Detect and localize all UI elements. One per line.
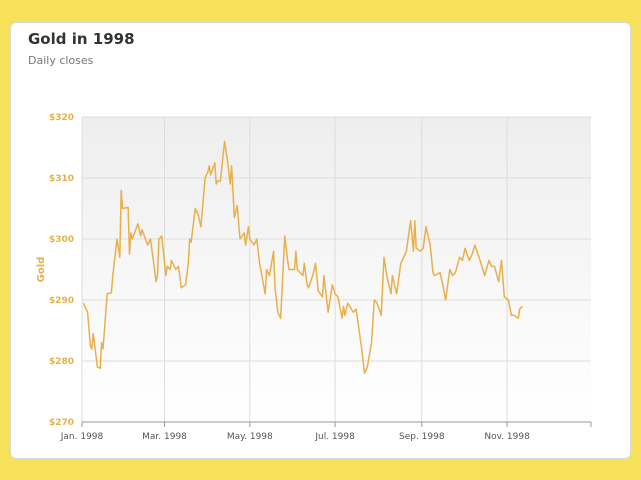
x-tick-label: Mar. 1998 bbox=[142, 432, 187, 442]
y-axis: $270 $280 $290 $300 $310 $320 bbox=[49, 113, 74, 428]
y-tick-label: $320 bbox=[49, 113, 74, 123]
series-line bbox=[82, 140, 524, 374]
x-tick-label: Nov. 1998 bbox=[484, 432, 530, 442]
chart-subtitle: Daily closes bbox=[28, 54, 94, 67]
x-tick-label: Sep. 1998 bbox=[399, 432, 445, 442]
y-tick-label: $270 bbox=[49, 418, 74, 428]
x-tick-label: May. 1998 bbox=[227, 432, 273, 442]
x-tick-label: Jul. 1998 bbox=[314, 432, 355, 442]
chart-title: Gold in 1998 bbox=[28, 30, 135, 48]
y-tick-label: $310 bbox=[49, 174, 74, 184]
y-tick-label: $290 bbox=[49, 296, 74, 306]
y-tick-label: $300 bbox=[49, 235, 74, 245]
x-tick-label: Jan. 1998 bbox=[60, 432, 104, 442]
x-axis: Jan. 1998 Mar. 1998 May. 1998 Jul. 1998 Sep.… bbox=[60, 421, 592, 442]
y-tick-label: $280 bbox=[49, 357, 74, 367]
y-axis-title: Gold bbox=[36, 257, 47, 283]
